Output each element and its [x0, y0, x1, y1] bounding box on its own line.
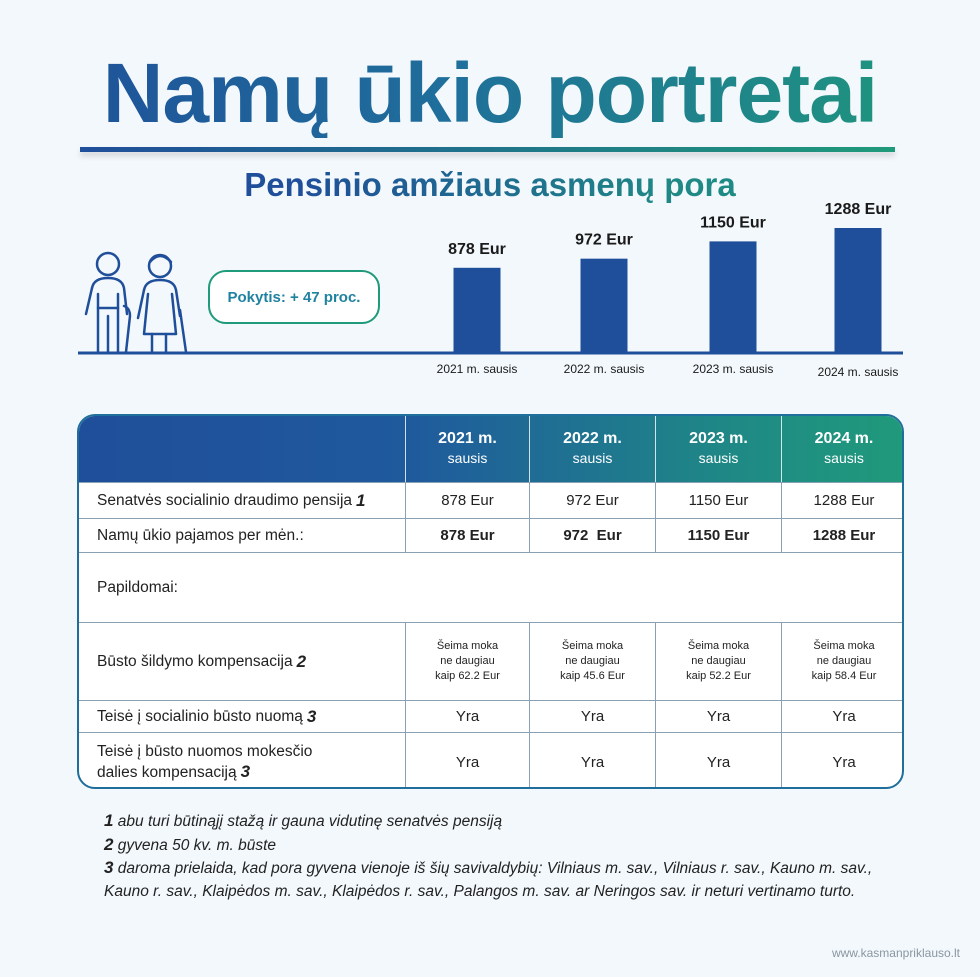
- table-cell: 972 Eur: [529, 483, 655, 518]
- table-cell: Yra: [655, 733, 781, 787]
- website-url: www.kasmanpriklauso.lt: [831, 946, 960, 960]
- bar-2022: [580, 258, 628, 353]
- table-cell: Yra: [405, 701, 529, 732]
- table-cell: Šeima moka ne daugiau kaip 45.6 Eur: [529, 623, 655, 700]
- table-cell: Yra: [529, 701, 655, 732]
- table-cell: 878 Eur: [405, 483, 529, 518]
- table-cell: Yra: [405, 733, 529, 787]
- table-row: Būsto šildymo kompensacija 2 Šeima moka n…: [79, 622, 902, 700]
- page-subtitle: Pensinio amžiaus asmenų pora: [0, 166, 980, 204]
- table-row: Teisė į socialinio būsto nuomą 3 Yra Yra …: [79, 700, 902, 732]
- footnote-marker: 1: [356, 490, 366, 510]
- data-label: 1150 Eur: [700, 214, 766, 231]
- bar-2021: [453, 267, 501, 353]
- column-header-2024: 2024 m. sausis: [781, 416, 902, 482]
- section-label: Papildomai:: [97, 578, 178, 596]
- table-cell: Yra: [529, 733, 655, 787]
- footnote: Kauno r. sav., Klaipėdos m. sav., Klaipė…: [104, 882, 856, 900]
- column-header-2021: 2021 m. sausis: [405, 416, 529, 482]
- table-cell: Šeima moka ne daugiau kaip 62.2 Eur: [405, 623, 529, 700]
- bar-2023: [709, 241, 757, 353]
- footnote: 2 gyvena 50 kv. m. būste: [104, 834, 277, 854]
- table-cell: Yra: [781, 701, 902, 732]
- table-row: Namų ūkio pajamos per mėn.: 878 Eur 972 …: [79, 518, 902, 552]
- footnotes: 1 abu turi būtinąjį stažą ir gauna vidut…: [104, 810, 872, 903]
- data-label: 972 Eur: [575, 232, 633, 249]
- row-label: Būsto šildymo kompensacija: [97, 652, 293, 670]
- table-row: Papildomai:: [79, 552, 902, 622]
- table-cell: Yra: [655, 701, 781, 732]
- table-cell: Šeima moka ne daugiau kaip 52.2 Eur: [655, 623, 781, 700]
- elderly-couple-icon: [84, 251, 188, 354]
- table-cell: 1288 Eur: [781, 519, 902, 552]
- table-cell: 972 Eur: [529, 519, 655, 552]
- column-header-2023: 2023 m. sausis: [655, 416, 781, 482]
- table-cell: 1288 Eur: [781, 483, 902, 518]
- footnote: 1 abu turi būtinąjį stažą ir gauna vidut…: [104, 811, 503, 830]
- table-header: 2021 m. sausis 2022 m. sausis 2023 m. sausi…: [79, 416, 902, 482]
- table-cell: 1150 Eur: [655, 483, 781, 518]
- footnote-marker: 3: [306, 706, 317, 726]
- comparison-table: 2021 m. sausis 2022 m. sausis 2023 m. sausi…: [77, 414, 904, 789]
- table-row: Senatvės socialinio draudimo pensija 1 87…: [79, 482, 902, 518]
- table-cell: 1150 Eur: [655, 519, 781, 552]
- footnote: 3 daroma prielaida, kad pora gyvena vien…: [104, 858, 873, 877]
- footnote-marker: 3: [240, 761, 251, 781]
- row-label: Namų ūkio pajamos per mėn.:: [97, 526, 304, 544]
- data-label: 1288 Eur: [825, 201, 892, 218]
- table-row: Teisė į būsto nuomos mokesčio dalies kom…: [79, 732, 902, 787]
- title-underline: [80, 147, 895, 152]
- table-cell: 878 Eur: [405, 519, 529, 552]
- row-label: Teisė į socialinio būsto nuomą: [97, 707, 303, 725]
- change-badge: Pokytis: + 47 proc.: [208, 270, 380, 324]
- x-tick-label: 2024 m. sausis: [818, 365, 899, 379]
- x-tick-label: 2022 m. sausis: [564, 362, 645, 376]
- row-label: Teisė į būsto nuomos mokesčio: [97, 742, 313, 760]
- row-label: dalies kompensaciją: [97, 763, 237, 781]
- x-tick-label: 2021 m. sausis: [437, 362, 518, 376]
- table-cell: Šeima moka ne daugiau kaip 58.4 Eur: [781, 623, 902, 700]
- x-tick-label: 2023 m. sausis: [693, 362, 774, 376]
- page-title: Namų ūkio portretai: [0, 48, 980, 138]
- bar-2024: [834, 228, 882, 353]
- bar-chart: 878 Eur 2021 m. sausis 972 Eur 2022 m. saus…: [78, 201, 903, 379]
- column-header-2022: 2022 m. sausis: [529, 416, 655, 482]
- table-cell: Yra: [781, 733, 902, 787]
- data-label: 878 Eur: [448, 241, 506, 258]
- row-label: Senatvės socialinio draudimo pensija: [97, 491, 353, 509]
- footnote-marker: 2: [296, 651, 307, 671]
